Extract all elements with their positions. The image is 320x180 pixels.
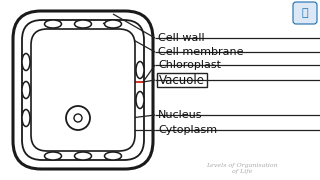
Ellipse shape — [105, 152, 122, 160]
Ellipse shape — [44, 152, 61, 160]
FancyBboxPatch shape — [13, 11, 153, 169]
Text: Cell wall: Cell wall — [158, 33, 204, 43]
Ellipse shape — [136, 91, 144, 109]
Text: Cytoplasm: Cytoplasm — [158, 125, 217, 135]
FancyBboxPatch shape — [31, 29, 135, 151]
Text: Levels of Organisation: Levels of Organisation — [206, 163, 278, 168]
Ellipse shape — [44, 20, 61, 28]
Ellipse shape — [75, 20, 92, 28]
Ellipse shape — [105, 20, 122, 28]
Ellipse shape — [75, 152, 92, 160]
Ellipse shape — [22, 82, 30, 98]
Ellipse shape — [22, 109, 30, 127]
Text: Cell membrane: Cell membrane — [158, 47, 244, 57]
Text: 人: 人 — [302, 8, 308, 18]
Text: Chloroplast: Chloroplast — [158, 60, 221, 70]
FancyBboxPatch shape — [293, 2, 317, 24]
Text: Nucleus: Nucleus — [158, 110, 203, 120]
Circle shape — [74, 114, 82, 122]
FancyBboxPatch shape — [22, 20, 144, 160]
Circle shape — [66, 106, 90, 130]
Text: of Life: of Life — [232, 170, 252, 174]
Ellipse shape — [136, 62, 144, 78]
Ellipse shape — [22, 53, 30, 71]
Text: Vacuole: Vacuole — [159, 73, 205, 87]
